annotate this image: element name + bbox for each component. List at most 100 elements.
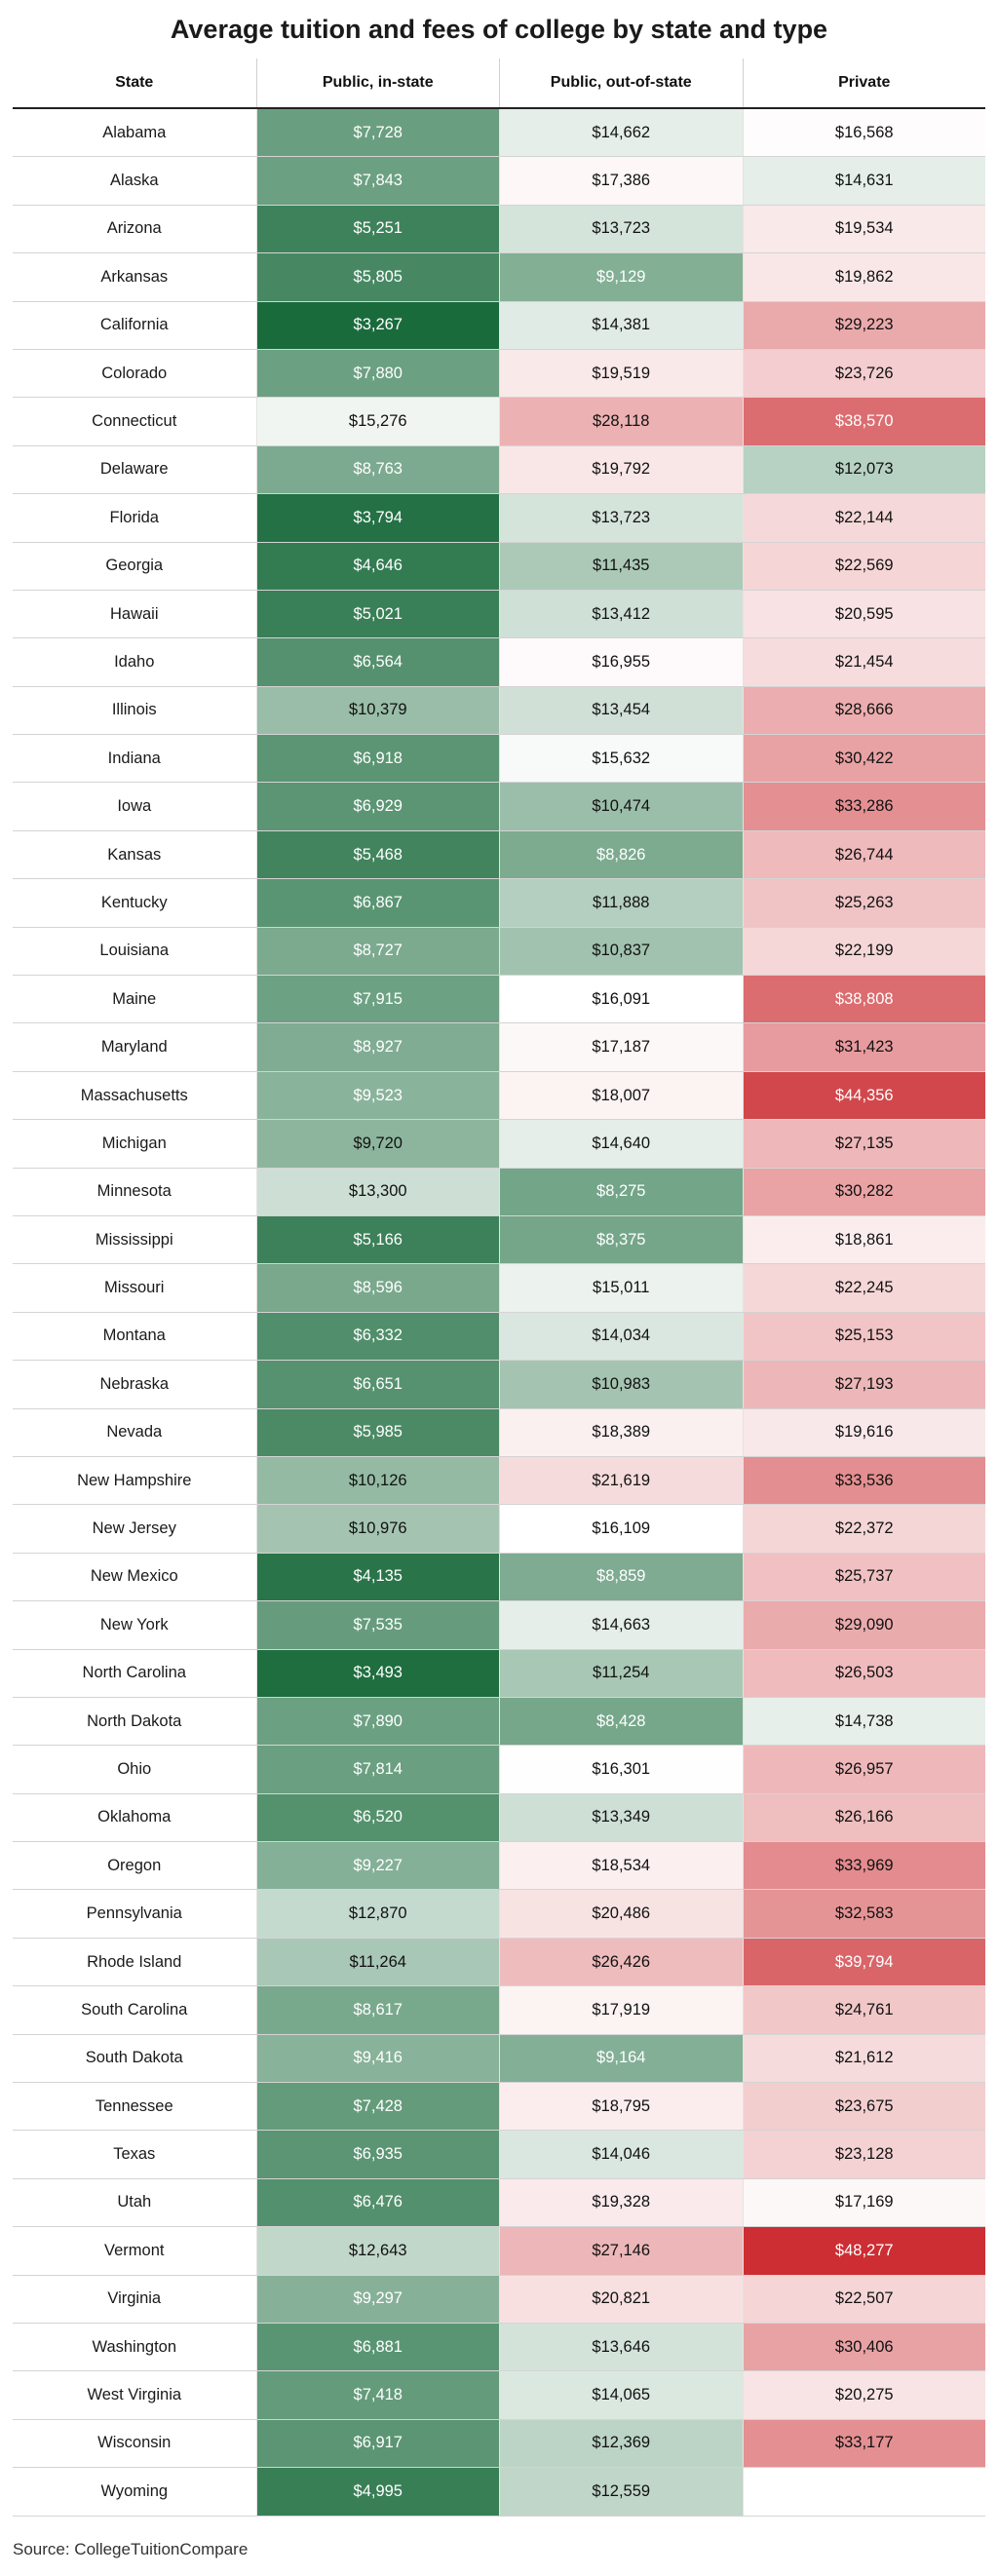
- heatmap-cell-public-out-of-state: $9,164: [499, 2034, 743, 2083]
- table-row: Pennsylvania $12,870 $20,486 $32,583: [13, 1890, 985, 1939]
- table-row: Arizona $5,251 $13,723 $19,534: [13, 205, 985, 254]
- table-row: Montana $6,332 $14,034 $25,153: [13, 1312, 985, 1362]
- heatmap-cell-public-out-of-state: $15,011: [499, 1264, 743, 1312]
- heatmap-cell-public-in-state: $5,468: [255, 830, 499, 879]
- heatmap-cell-public-out-of-state: $8,826: [499, 830, 743, 879]
- heatmap-cell-private: $44,356: [742, 1071, 985, 1120]
- heatmap-cell-private: $19,534: [742, 205, 985, 253]
- table-row: Alabama $7,728 $14,662 $16,568: [13, 109, 985, 158]
- state-label: Missouri: [13, 1264, 256, 1312]
- table-row: Idaho $6,564 $16,955 $21,454: [13, 638, 985, 687]
- state-label: North Carolina: [13, 1649, 256, 1697]
- heatmap-cell-public-out-of-state: $14,381: [499, 301, 743, 349]
- heatmap-cell-public-in-state: $5,021: [255, 590, 499, 638]
- heatmap-cell-public-in-state: $8,763: [255, 445, 499, 494]
- heatmap-cell-private: $31,423: [742, 1023, 985, 1071]
- state-label: Oklahoma: [13, 1793, 256, 1842]
- state-label: Iowa: [13, 783, 256, 830]
- state-label: Hawaii: [13, 590, 256, 638]
- heatmap-cell-public-out-of-state: $26,426: [499, 1938, 743, 1986]
- heatmap-cell-public-in-state: $3,493: [255, 1649, 499, 1697]
- state-label: Virginia: [13, 2275, 256, 2323]
- heatmap-cell-private: $29,090: [742, 1601, 985, 1649]
- state-label: Ohio: [13, 1746, 256, 1793]
- table-row: Indiana $6,918 $15,632 $30,422: [13, 735, 985, 784]
- heatmap-cell-public-in-state: $9,523: [255, 1071, 499, 1120]
- heatmap-cell-public-out-of-state: $13,349: [499, 1793, 743, 1842]
- heatmap-cell-public-in-state: $3,794: [255, 494, 499, 542]
- table-row: Utah $6,476 $19,328 $17,169: [13, 2178, 985, 2228]
- state-label: Georgia: [13, 542, 256, 590]
- heatmap-cell-private: $25,153: [742, 1312, 985, 1361]
- table-row: Kansas $5,468 $8,826 $26,744: [13, 830, 985, 880]
- heatmap-cell-public-in-state: $7,843: [255, 157, 499, 205]
- heatmap-cell-private: $21,612: [742, 2034, 985, 2083]
- state-label: Pennsylvania: [13, 1890, 256, 1938]
- column-header-state: State: [115, 74, 154, 91]
- heatmap-cell-public-in-state: $8,927: [255, 1023, 499, 1071]
- heatmap-cell-public-in-state: $4,646: [255, 542, 499, 590]
- heatmap-cell-private: $38,570: [742, 398, 985, 445]
- heatmap-cell-public-out-of-state: $17,919: [499, 1986, 743, 2034]
- heatmap-cell-public-in-state: $9,297: [255, 2275, 499, 2323]
- heatmap-cell-public-out-of-state: $12,559: [499, 2468, 743, 2516]
- state-label: Illinois: [13, 686, 256, 735]
- table-row: Ohio $7,814 $16,301 $26,957: [13, 1746, 985, 1794]
- state-label: New Mexico: [13, 1553, 256, 1601]
- state-label: Maryland: [13, 1023, 256, 1071]
- heatmap-cell-public-in-state: $9,416: [255, 2034, 499, 2083]
- heatmap-cell-public-out-of-state: $13,723: [499, 205, 743, 253]
- heatmap-cell-private: $33,286: [742, 783, 985, 830]
- table-row: North Dakota $7,890 $8,428 $14,738: [13, 1697, 985, 1747]
- heatmap-cell-public-in-state: $4,995: [255, 2468, 499, 2516]
- heatmap-cell-public-in-state: $13,300: [255, 1168, 499, 1215]
- heatmap-cell-public-out-of-state: $14,065: [499, 2371, 743, 2419]
- state-label: Texas: [13, 2131, 256, 2178]
- heatmap-cell-public-in-state: $6,918: [255, 735, 499, 783]
- state-label: Alaska: [13, 157, 256, 205]
- heatmap-cell-public-out-of-state: $8,375: [499, 1215, 743, 1264]
- heatmap-cell-public-in-state: $6,520: [255, 1793, 499, 1842]
- heatmap-cell-public-out-of-state: $18,534: [499, 1842, 743, 1890]
- table-row: South Carolina $8,617 $17,919 $24,761: [13, 1986, 985, 2035]
- heatmap-cell-public-out-of-state: $14,034: [499, 1312, 743, 1361]
- chart-title: Average tuition and fees of college by s…: [170, 15, 828, 44]
- state-label: Washington: [13, 2323, 256, 2371]
- heatmap-cell-public-in-state: $6,867: [255, 879, 499, 927]
- state-label: Idaho: [13, 638, 256, 686]
- state-label: Oregon: [13, 1842, 256, 1890]
- heatmap-cell-private: $30,282: [742, 1168, 985, 1215]
- state-label: Delaware: [13, 445, 256, 494]
- table-row: North Carolina $3,493 $11,254 $26,503: [13, 1649, 985, 1698]
- table-row: New Hampshire $10,126 $21,619 $33,536: [13, 1456, 985, 1506]
- table-row: New York $7,535 $14,663 $29,090: [13, 1601, 985, 1650]
- heatmap-cell-public-in-state: $9,720: [255, 1120, 499, 1168]
- heatmap-cell-public-in-state: $7,535: [255, 1601, 499, 1649]
- state-label: Wisconsin: [13, 2419, 256, 2468]
- table-row: Iowa $6,929 $10,474 $33,286: [13, 783, 985, 831]
- state-label: Nevada: [13, 1408, 256, 1456]
- heatmap-cell-public-out-of-state: $16,091: [499, 976, 743, 1023]
- heatmap-cell-public-in-state: $5,251: [255, 205, 499, 253]
- heatmap-cell-private: [742, 2468, 985, 2516]
- heatmap-cell-public-in-state: $10,379: [255, 686, 499, 735]
- heatmap-cell-private: $20,275: [742, 2371, 985, 2419]
- state-label: Kentucky: [13, 879, 256, 927]
- table-row: Kentucky $6,867 $11,888 $25,263: [13, 879, 985, 928]
- table-row: Oregon $9,227 $18,534 $33,969: [13, 1842, 985, 1891]
- table-row: Washington $6,881 $13,646 $30,406: [13, 2323, 985, 2372]
- heatmap-cell-public-out-of-state: $13,412: [499, 590, 743, 638]
- heatmap-cell-private: $22,372: [742, 1505, 985, 1553]
- table-row: Michigan $9,720 $14,640 $27,135: [13, 1120, 985, 1169]
- state-label: Tennessee: [13, 2083, 256, 2131]
- table-row: Maine $7,915 $16,091 $38,808: [13, 976, 985, 1024]
- state-label: Nebraska: [13, 1361, 256, 1408]
- heatmap-cell-private: $22,199: [742, 927, 985, 976]
- heatmap-cell-public-out-of-state: $17,187: [499, 1023, 743, 1071]
- heatmap-cell-private: $22,144: [742, 494, 985, 542]
- state-label: South Carolina: [13, 1986, 256, 2034]
- table-row: Texas $6,935 $14,046 $23,128: [13, 2131, 985, 2179]
- heatmap-cell-private: $14,631: [742, 157, 985, 205]
- state-label: Massachusetts: [13, 1071, 256, 1120]
- heatmap-cell-private: $26,957: [742, 1746, 985, 1793]
